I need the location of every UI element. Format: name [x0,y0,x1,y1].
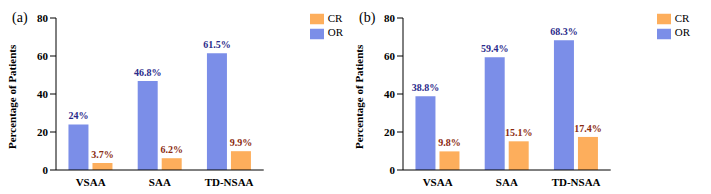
svg-text:59.4%: 59.4% [481,43,509,54]
svg-text:24%: 24% [68,110,88,121]
svg-text:9.9%: 9.9% [230,137,253,148]
svg-text:0: 0 [390,164,396,176]
svg-text:SAA: SAA [149,176,171,188]
svg-text:46.8%: 46.8% [134,67,162,78]
svg-text:40: 40 [37,88,49,100]
svg-text:3.7%: 3.7% [91,149,114,160]
svg-text:TD-NSAA: TD-NSAA [552,176,601,188]
svg-text:20: 20 [37,126,49,138]
html-text:CR: CR [327,12,343,24]
svg-text:9.8%: 9.8% [438,137,461,148]
svg-text:VSAA: VSAA [423,176,453,188]
svg-text:60: 60 [37,50,49,62]
svg-text:15.1%: 15.1% [505,127,533,138]
html-text:OR: OR [327,26,343,39]
html-text:(b): (b) [359,10,376,25]
svg-text:68.3%: 68.3% [550,26,578,37]
svg-text:60: 60 [384,50,396,62]
svg-text:20: 20 [384,126,396,138]
svg-text:Percentage of Patients: Percentage of Patients [8,44,18,149]
svg-text:SAA: SAA [496,176,518,188]
svg-text:TD-NSAA: TD-NSAA [205,176,254,188]
html-text:OR: OR [674,26,690,39]
html-text:(a): (a) [12,10,28,25]
svg-text:38.8%: 38.8% [412,82,440,93]
svg-text:VSAA: VSAA [76,176,106,188]
svg-text:Percentage of Patients: Percentage of Patients [355,44,365,149]
svg-text:17.4%: 17.4% [574,123,602,134]
svg-text:40: 40 [384,88,396,100]
svg-text:80: 80 [384,12,396,24]
svg-text:0: 0 [43,164,49,176]
svg-text:6.2%: 6.2% [160,144,183,155]
html-text:CR: CR [674,12,690,24]
svg-text:61.5%: 61.5% [203,39,231,50]
svg-text:80: 80 [37,12,49,24]
